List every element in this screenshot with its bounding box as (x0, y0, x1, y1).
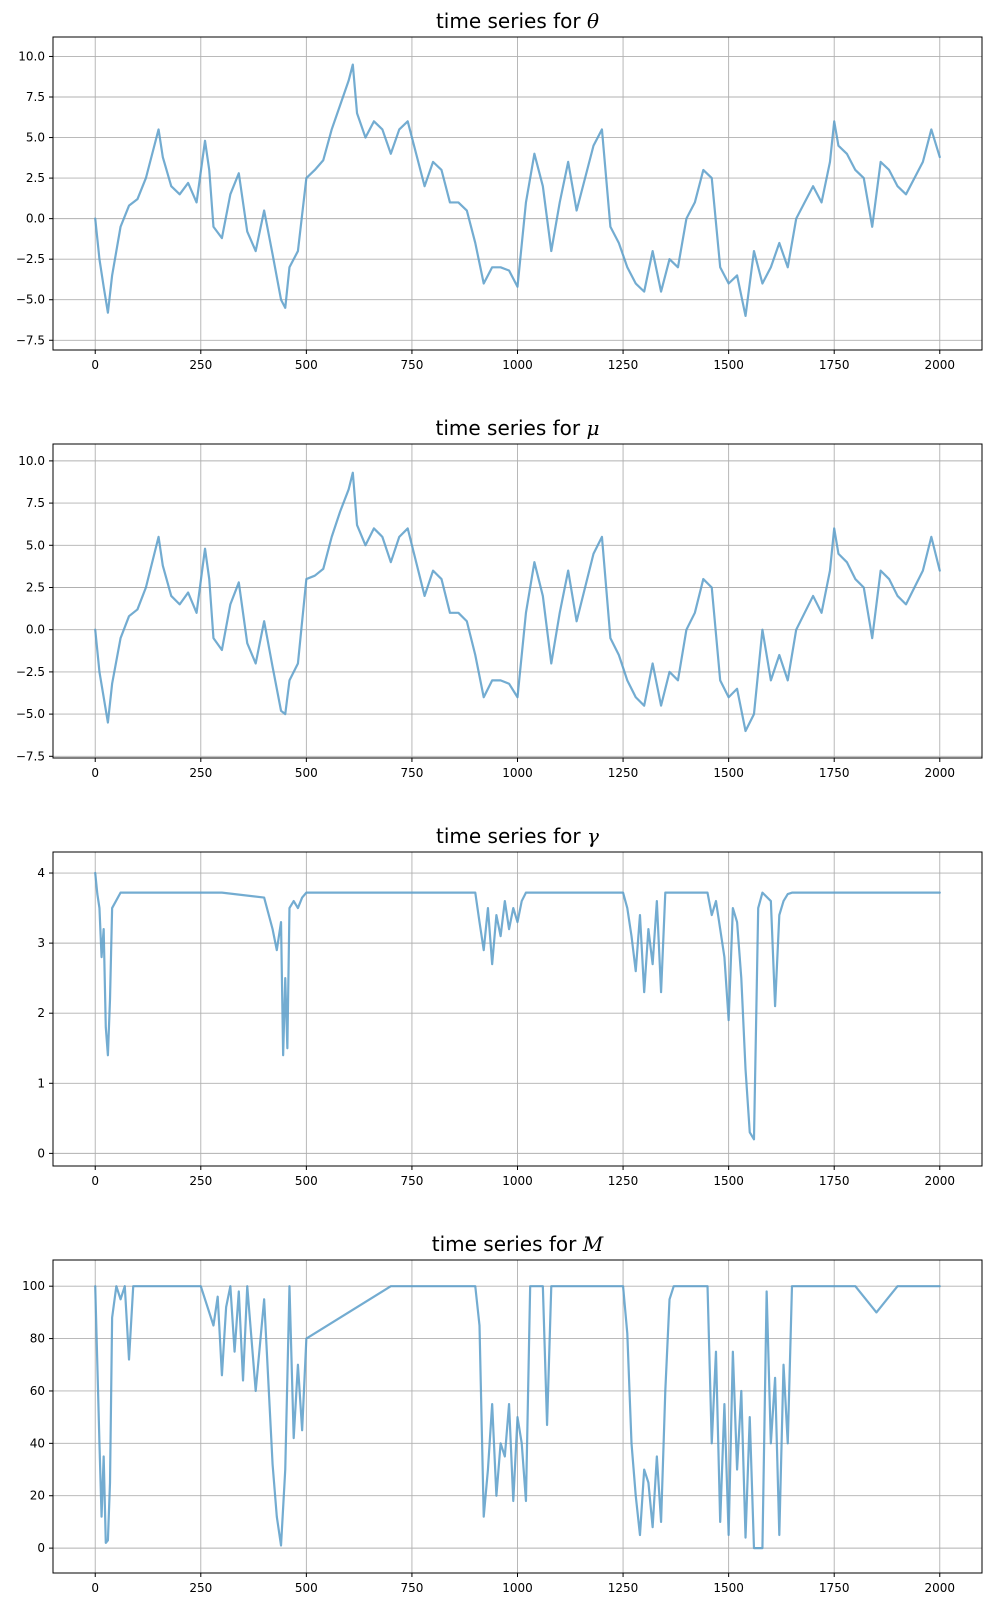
m-xtick-label: 0 (91, 1581, 99, 1595)
m-xtick-label: 1500 (713, 1581, 744, 1595)
mu-ytick-label: 0.0 (26, 623, 45, 637)
theta-xtick-label: 1500 (713, 358, 744, 372)
theta-xtick-label: 1000 (502, 358, 533, 372)
theta-xtick-label: 0 (91, 358, 99, 372)
gamma-xtick-label: 1750 (819, 1174, 850, 1188)
mu-xtick-label: 250 (189, 766, 212, 780)
mu-xtick-label: 1500 (713, 766, 744, 780)
panel-m: 0 250 500 750 1000 1250 1500 1750 2000 0 20 40 60 80 1… (22, 1232, 983, 1595)
gamma-xtick-label: 1250 (608, 1174, 639, 1188)
mu-ytick-label: 2.5 (26, 580, 45, 594)
gamma-title-text: time series for (436, 824, 587, 848)
theta-title-symbol: θ (587, 9, 599, 33)
m-ytick-label: 0 (37, 1541, 45, 1555)
gamma-series-line (94, 871, 941, 1141)
mu-title: time series for μ (436, 416, 600, 440)
gamma-xtick-label: 750 (400, 1174, 423, 1188)
m-series-line (94, 1285, 941, 1550)
theta-ytick-label: −2.5 (16, 252, 45, 266)
gamma-title-symbol: γ (587, 824, 599, 848)
gamma-xtick-label: 500 (295, 1174, 318, 1188)
m-xtick-label: 2000 (924, 1581, 955, 1595)
theta-xtick-label: 750 (400, 358, 423, 372)
theta-xtick-label: 250 (189, 358, 212, 372)
theta-series-line (94, 63, 941, 318)
theta-ytick-label: 7.5 (26, 90, 45, 104)
mu-ytick-label: 5.0 (26, 538, 45, 552)
gamma-xtick-label: 250 (189, 1174, 212, 1188)
mu-title-text: time series for (436, 416, 587, 440)
theta-title-text: time series for (436, 9, 587, 33)
mu-xtick-label: 1250 (608, 766, 639, 780)
m-title-symbol: M (582, 1232, 604, 1256)
gamma-ytick-label: 0 (37, 1146, 45, 1160)
mu-xtick-label: 500 (295, 766, 318, 780)
mu-ytick-label: −7.5 (16, 749, 45, 763)
gamma-title: time series for γ (436, 824, 599, 848)
m-xtick-label: 1250 (608, 1581, 639, 1595)
theta-ytick-label: 10.0 (18, 49, 45, 63)
panel-gamma: 0 250 500 750 1000 1250 1500 1750 2000 0 1 2 3 4 time … (37, 824, 983, 1188)
gamma-xtick-label: 0 (91, 1174, 99, 1188)
mu-xtick-label: 1000 (502, 766, 533, 780)
mu-xtick-label: 1750 (819, 766, 850, 780)
m-xtick-label: 1750 (819, 1581, 850, 1595)
theta-ytick-label: 2.5 (26, 171, 45, 185)
gamma-xtick-label: 1500 (713, 1174, 744, 1188)
theta-ytick-label: 5.0 (26, 131, 45, 145)
mu-ytick-label: 10.0 (18, 454, 45, 468)
m-xtick-label: 250 (189, 1581, 212, 1595)
theta-xtick-label: 1250 (608, 358, 639, 372)
gamma-xtick-label: 2000 (924, 1174, 955, 1188)
mu-xtick-label: 750 (400, 766, 423, 780)
mu-ytick-label: 7.5 (26, 496, 45, 510)
mu-xtick-label: 0 (91, 766, 99, 780)
mu-ytick-label: −2.5 (16, 665, 45, 679)
m-xtick-label: 500 (295, 1581, 318, 1595)
gamma-xtick-label: 1000 (502, 1174, 533, 1188)
gamma-ytick-label: 2 (37, 1006, 45, 1020)
m-ytick-label: 40 (30, 1436, 45, 1450)
mu-xtick-label: 2000 (924, 766, 955, 780)
gamma-ytick-label: 3 (37, 936, 45, 950)
theta-ytick-label: −5.0 (16, 293, 45, 307)
mu-ytick-label: −5.0 (16, 707, 45, 721)
m-title-text: time series for (432, 1232, 583, 1256)
m-ytick-label: 20 (30, 1489, 45, 1503)
gamma-ytick-label: 1 (37, 1076, 45, 1090)
m-ytick-label: 80 (30, 1332, 45, 1346)
panel-theta: 0 250 500 750 1000 1250 1500 1750 2000 −7.5 −5.0 −2… (16, 9, 983, 372)
gamma-ytick-label: 4 (37, 866, 45, 880)
theta-title: time series for θ (436, 9, 599, 33)
m-xtick-label: 750 (400, 1581, 423, 1595)
mu-title-symbol: μ (587, 416, 600, 440)
mu-series-line (94, 471, 941, 733)
theta-xtick-label: 500 (295, 358, 318, 372)
m-ytick-label: 100 (22, 1279, 45, 1293)
theta-ytick-label: 0.0 (26, 212, 45, 226)
gamma-grid (53, 852, 982, 1166)
theta-ytick-label: −7.5 (16, 333, 45, 347)
mu-grid (53, 444, 982, 758)
theta-xtick-label: 1750 (819, 358, 850, 372)
m-xtick-label: 1000 (502, 1581, 533, 1595)
m-title: time series for M (432, 1232, 604, 1256)
theta-xtick-label: 2000 (924, 358, 955, 372)
panel-mu: 0 250 500 750 1000 1250 1500 1750 2000 −7.5 −5.0 −2… (16, 416, 983, 780)
m-ytick-label: 60 (30, 1384, 45, 1398)
